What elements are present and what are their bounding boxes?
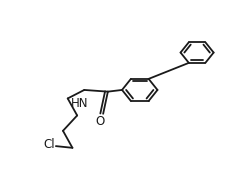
Text: O: O — [95, 115, 104, 129]
Text: HN: HN — [71, 97, 88, 110]
Text: Cl: Cl — [43, 138, 55, 151]
